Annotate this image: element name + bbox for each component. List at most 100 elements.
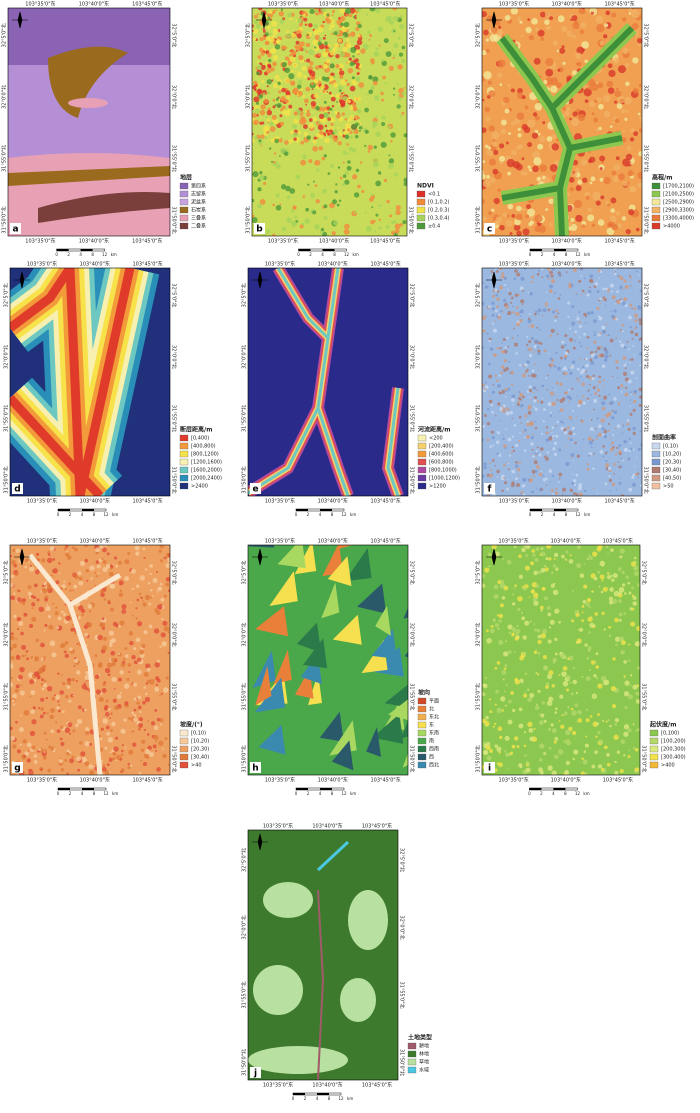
- scale-label: 0: [57, 512, 60, 517]
- legend-swatch: [651, 182, 661, 190]
- scale-bar: [296, 509, 308, 511]
- legend-label: 东: [429, 722, 434, 729]
- scale-label: 12: [575, 252, 581, 257]
- scale-bar: [298, 249, 311, 251]
- lon-label: 103°40'0"东: [552, 261, 582, 268]
- scale-label: 8: [328, 1096, 331, 1101]
- scale-label: 4: [81, 512, 84, 517]
- legend-swatch: [407, 1050, 417, 1058]
- scale-unit: km: [584, 512, 590, 517]
- lat-label: 31°55'0"北: [245, 145, 252, 172]
- legend-label: [10,20): [663, 452, 681, 458]
- legend-label: [2900,3300): [663, 208, 694, 214]
- lat-label: 31°55'0"北: [643, 405, 650, 432]
- lat-label: 31°55'0"北: [409, 405, 416, 432]
- scale-label: 0: [529, 512, 532, 517]
- lat-label: 31°50'0"北: [245, 206, 252, 233]
- legend-swatch: [651, 466, 661, 474]
- panel-label: e: [252, 485, 258, 495]
- legend-title: 地层: [180, 174, 192, 182]
- lon-label: 103°45'0"东: [370, 238, 400, 245]
- scale-bar: [320, 509, 332, 511]
- lon-label: 103°40'0"东: [79, 1, 109, 8]
- legend-label: [400,800): [191, 444, 216, 450]
- legend-swatch: [649, 737, 659, 745]
- lon-label: 103°35'0"东: [498, 777, 528, 784]
- scale-bar: [58, 788, 70, 790]
- scale-label: 12: [344, 252, 350, 257]
- legend-swatch: [417, 761, 427, 769]
- panel-label: g: [14, 764, 20, 774]
- lat-label: 32°5'0"北: [399, 848, 406, 872]
- lat-label: 31°50'0"北: [641, 745, 648, 772]
- scale-unit: km: [111, 252, 117, 257]
- north-arrow: [486, 271, 502, 289]
- map-frame: [247, 829, 399, 1081]
- map-image: [248, 545, 408, 775]
- lon-label: 103°40'0"东: [551, 538, 581, 545]
- lat-label: 31°50'0"北: [241, 1049, 248, 1076]
- legend-swatch: [417, 450, 427, 458]
- scale-unit: km: [353, 252, 359, 257]
- scale-bar: [322, 249, 335, 251]
- lat-label: 31°50'0"北: [475, 206, 482, 233]
- lat-label: 31°55'0"北: [408, 145, 415, 172]
- scale-bar: [554, 249, 566, 251]
- lat-label: 31°50'0"北: [171, 466, 178, 493]
- map-image: [10, 545, 170, 775]
- legend-swatch: [179, 482, 189, 490]
- legend-label: [2000,2400): [191, 476, 222, 482]
- scale-unit: km: [112, 512, 118, 517]
- map-image: [252, 8, 407, 236]
- scale-label: 0: [529, 252, 532, 257]
- lat-label: 31°55'0"北: [643, 145, 650, 172]
- lat-label: 31°50'0"北: [409, 466, 416, 493]
- lat-label: 32°5'0"北: [241, 848, 248, 872]
- scale-unit: km: [350, 791, 356, 796]
- panel-label-box: [12, 483, 23, 494]
- lat-label: 32°5'0"北: [409, 283, 416, 307]
- scale-bar: [554, 509, 566, 511]
- scale-label: 2: [541, 512, 544, 517]
- scale-label: 0: [292, 1096, 295, 1101]
- lon-label: 103°35'0"东: [265, 261, 295, 268]
- legend-label: 林地: [419, 1051, 429, 1058]
- legend-swatch: [651, 222, 661, 230]
- legend-label: [2100,2500): [663, 192, 694, 198]
- legend-swatch: [416, 198, 426, 206]
- legend-label: [0,100): [661, 731, 679, 737]
- map-frame: [481, 544, 641, 776]
- lat-label: 31°50'0"北: [1, 206, 8, 233]
- legend-label: [1700,2100): [663, 184, 694, 190]
- scale-label: 2: [541, 252, 544, 257]
- lon-label: 103°45'0"东: [132, 498, 162, 505]
- lat-label: 31°50'0"北: [408, 206, 415, 233]
- map-frame: [247, 267, 409, 497]
- legend-swatch: [179, 761, 189, 769]
- legend-swatch: [179, 737, 189, 745]
- lat-label: 32°0'0"北: [475, 623, 482, 647]
- legend-swatch: [179, 729, 189, 737]
- legend-label: 东南: [429, 730, 439, 737]
- panel-label-box: [250, 483, 261, 494]
- map-frame: [481, 267, 643, 497]
- legend-label: 泥盆系: [191, 199, 206, 206]
- map-frame: [7, 7, 171, 237]
- lon-label: 103°35'0"东: [499, 238, 529, 245]
- legend-swatch: [179, 450, 189, 458]
- legend-swatch: [417, 442, 427, 450]
- legend-swatch: [417, 721, 427, 729]
- legend-swatch: [651, 474, 661, 482]
- map-image: [482, 545, 640, 775]
- lon-label: 103°40'0"东: [80, 777, 110, 784]
- scale-label: 4: [79, 252, 82, 257]
- legend-label: [40,50): [663, 476, 681, 482]
- lat-label: 32°5'0"北: [643, 23, 650, 47]
- panel-label: h: [252, 764, 258, 774]
- scale-label: 8: [565, 252, 568, 257]
- legend-swatch: [179, 442, 189, 450]
- lat-label: 31°50'0"北: [475, 745, 482, 772]
- lon-label: 103°35'0"东: [25, 238, 55, 245]
- lat-label: 32°0'0"北: [3, 345, 10, 369]
- lat-label: 31°55'0"北: [241, 981, 248, 1008]
